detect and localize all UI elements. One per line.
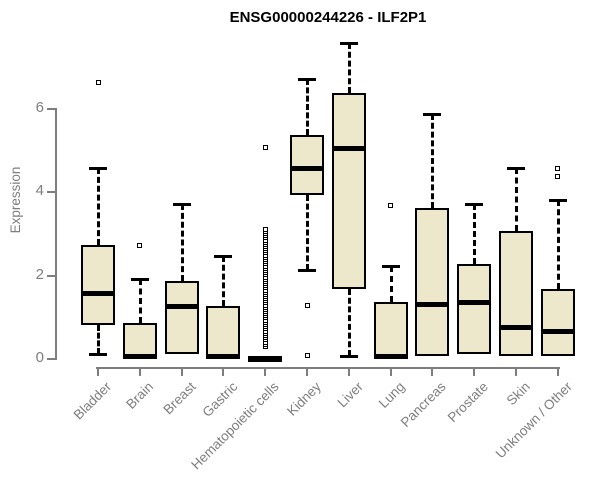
x-tick-label-breast: Breast [159,379,199,418]
whisker-cap-upper-gastric [214,254,233,258]
median-gastric [206,353,241,359]
whisker-lower-bladder [97,324,100,354]
x-tick-pancreas [431,369,434,376]
outlier-hematopoietic-cells-54 [262,226,268,232]
whisker-lower-kidney [306,195,309,271]
y-tick-6 [47,107,55,110]
whisker-upper-kidney [306,78,309,136]
x-tick-label-kidney: Kidney [283,379,324,419]
y-axis-title-wrap: Expression [7,120,23,280]
box-lung [373,301,408,358]
y-tick-2 [47,274,55,277]
x-tick-label-bladder: Bladder [71,379,115,423]
whisker-upper-unknown-other [556,199,560,290]
y-axis-line [55,107,57,360]
whisker-upper-breast [180,203,184,281]
whisker-cap-upper-breast [172,202,191,206]
x-tick-label-unknown-other: Unknown / Other [492,379,575,462]
x-tick-unknown-other [556,369,559,376]
x-tick-gastric [222,369,225,376]
box-skin [499,230,533,356]
whisker-cap-lower-kidney [298,269,316,273]
whisker-upper-pancreas [431,114,435,208]
box-unknown-other [540,289,575,356]
x-tick-skin [515,369,517,376]
outlier-unknown-other-1 [555,165,561,171]
outlier-hematopoietic-cells-55 [262,145,268,151]
whisker-upper-liver [347,43,351,94]
box-gastric [206,305,241,358]
median-pancreas [415,301,450,307]
whisker-cap-upper-kidney [298,77,316,81]
outlier-lung-0 [388,203,394,209]
median-kidney [290,166,324,172]
x-tick-breast [180,369,183,376]
outlier-kidney-1 [304,353,310,359]
whisker-upper-brain [138,278,142,323]
whisker-cap-upper-pancreas [423,113,442,117]
median-lung [373,353,408,359]
whisker-lower-liver [347,289,351,356]
x-tick-hematopoietic-cells [264,369,267,376]
whisker-cap-lower-liver [339,354,358,358]
x-tick-label-liver: Liver [334,379,366,411]
median-skin [499,324,533,330]
outlier-kidney-0 [304,303,310,309]
x-tick-label-brain: Brain [123,379,157,412]
x-tick-label-pancreas: Pancreas [398,379,449,430]
y-tick-label-0: 0 [35,349,44,366]
median-bladder [81,291,115,297]
median-brain [122,353,157,359]
whisker-cap-upper-lung [381,265,400,269]
x-tick-prostate [473,369,476,376]
whisker-upper-lung [389,266,393,302]
median-liver [331,145,366,151]
whisker-cap-upper-brain [130,277,149,281]
y-axis-title: Expression [8,166,23,234]
x-tick-bladder [97,369,99,376]
outlier-unknown-other-0 [555,174,561,180]
x-tick-lung [389,369,392,376]
median-breast [164,303,199,309]
x-tick-label-gastric: Gastric [199,379,240,420]
box-kidney [290,135,324,196]
y-tick-label-6: 6 [35,98,44,116]
box-liver [331,93,366,290]
chart-title: ENSG00000244226 - ILF2P1 [229,9,427,26]
median-unknown-other [540,328,575,334]
box-brain [122,322,157,358]
whisker-upper-skin [515,168,518,231]
box-bladder [81,245,115,325]
whisker-upper-prostate [473,203,477,265]
x-tick-kidney [306,369,308,376]
whisker-cap-lower-bladder [89,352,107,356]
y-tick-4 [47,191,55,194]
x-axis-line [96,367,560,369]
box-pancreas [415,207,450,356]
y-tick-label-4: 4 [35,182,44,200]
median-prostate [457,299,492,305]
x-tick-brain [138,369,141,376]
x-tick-label-skin: Skin [503,379,533,409]
x-tick-label-prostate: Prostate [444,379,491,426]
x-tick-liver [347,369,350,376]
whisker-cap-upper-bladder [89,167,107,171]
y-tick-label-2: 2 [35,265,44,283]
outlier-brain-0 [137,242,143,248]
box-breast [164,280,199,354]
whisker-cap-upper-skin [507,167,525,171]
whisker-cap-upper-unknown-other [548,198,567,202]
x-tick-label-lung: Lung [375,379,408,411]
whisker-cap-upper-liver [339,42,358,46]
whisker-upper-bladder [97,168,100,246]
box-prostate [457,264,492,354]
y-tick-0 [47,358,55,360]
outlier-bladder-0 [95,80,101,86]
whisker-upper-gastric [222,255,226,306]
whisker-cap-upper-prostate [465,202,484,206]
median-hematopoietic-cells [248,356,283,361]
